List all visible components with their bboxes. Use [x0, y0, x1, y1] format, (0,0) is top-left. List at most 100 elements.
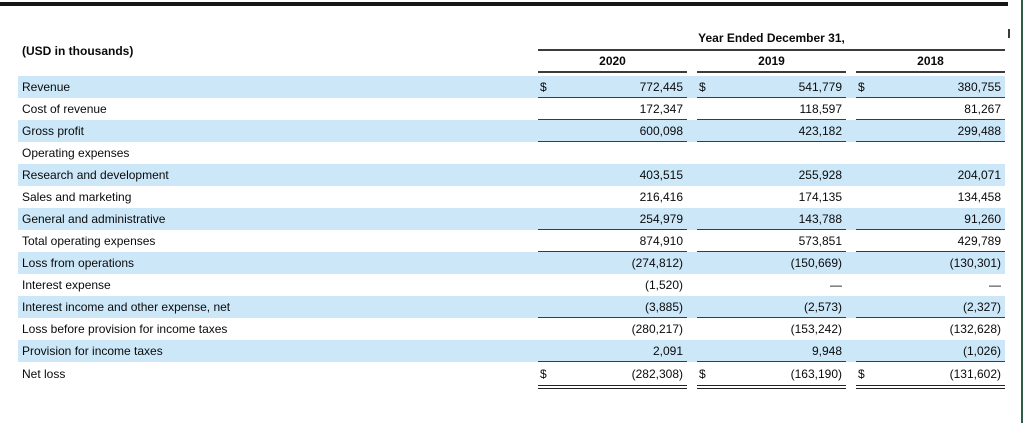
page-right-border — [1021, 0, 1023, 423]
value-cell: (280,217) — [631, 322, 683, 336]
value-group-2020 — [538, 142, 687, 164]
column-gap — [846, 76, 856, 98]
value-cell: (2,327) — [962, 300, 1001, 314]
value-group-2019: (150,669) — [697, 252, 846, 274]
dollar-sign — [538, 274, 556, 296]
value-group-2020: (274,812) — [538, 252, 687, 274]
dollar-sign — [697, 230, 715, 251]
value-cell: 204,071 — [957, 168, 1001, 182]
value-cell: (130,301) — [949, 256, 1001, 270]
dollar-sign — [697, 164, 715, 186]
scan-artifact-tick — [1008, 29, 1010, 38]
value-group-2018: (132,628) — [856, 318, 1005, 340]
value-cell: 255,928 — [798, 168, 842, 182]
value-group-2020: 403,515 — [538, 164, 687, 186]
dollar-sign: $ — [540, 367, 547, 381]
column-gap — [846, 340, 856, 362]
row-label: Total operating expenses — [22, 234, 156, 248]
column-gap — [687, 142, 697, 164]
value-cell: 143,788 — [798, 212, 842, 226]
value-cell: (3,885) — [644, 300, 683, 314]
value-group-2019: — — [697, 274, 846, 296]
dollar-sign — [697, 340, 715, 361]
dollar-sign — [697, 318, 715, 340]
value-group-2018: 429,789 — [856, 230, 1005, 252]
value-group-2018: (2,327) — [856, 296, 1005, 318]
value-group-2018: (130,301) — [856, 252, 1005, 274]
dollar-sign — [697, 186, 715, 208]
value-cell: (274,812) — [631, 256, 683, 270]
value-group-2018: $ (131,602) — [856, 362, 1005, 389]
value-group-2019 — [697, 142, 846, 164]
table-row: Cost of revenue 172,347 118,597 81,267 — [18, 98, 1005, 120]
value-cell — [874, 142, 1005, 164]
column-gap — [846, 142, 856, 164]
dollar-sign — [697, 208, 715, 229]
dollar-sign — [856, 208, 874, 229]
value-cell: — — [830, 278, 842, 292]
dollar-sign — [856, 164, 874, 186]
column-gap — [846, 230, 856, 252]
value-group-2018: — — [856, 274, 1005, 296]
table-title: Year Ended December 31, — [538, 31, 1005, 51]
table-row: Net loss $ (282,308) $ (163,190) $ (131,602) — [18, 362, 1005, 389]
value-cell: 134,458 — [957, 190, 1001, 204]
value-group-2018: 91,260 — [856, 208, 1005, 230]
dollar-sign — [856, 98, 874, 119]
value-group-2019: 118,597 — [697, 98, 846, 120]
value-cell: 380,755 — [957, 80, 1001, 94]
column-gap — [687, 120, 697, 142]
column-gap — [687, 296, 697, 318]
page-top-border — [0, 2, 1008, 6]
value-cell: (132,628) — [949, 322, 1001, 336]
dollar-sign: $ — [540, 80, 547, 94]
dollar-sign — [538, 120, 556, 141]
value-group-2020: $ (282,308) — [538, 362, 687, 389]
value-group-2020: (280,217) — [538, 318, 687, 340]
column-gap — [687, 230, 697, 252]
table-row: Loss from operations (274,812) (150,669) (1… — [18, 252, 1005, 274]
row-label: Operating expenses — [22, 146, 130, 160]
column-gap — [846, 98, 856, 120]
dollar-sign — [538, 164, 556, 186]
table-rows: Revenue $772,445 $541,779 $380,755 Cost of r… — [18, 76, 1005, 389]
value-cell: 429,789 — [957, 234, 1001, 248]
value-group-2020: $772,445 — [538, 76, 687, 98]
row-label: Research and development — [22, 168, 169, 182]
column-gap — [846, 252, 856, 274]
table-row: General and administrative 254,979 143,788… — [18, 208, 1005, 230]
column-gap — [687, 98, 697, 120]
column-gap — [687, 186, 697, 208]
dollar-sign — [538, 318, 556, 340]
value-group-2019: $541,779 — [697, 76, 846, 98]
dollar-sign — [856, 186, 874, 208]
column-gap — [687, 340, 697, 362]
column-gap — [846, 208, 856, 230]
column-gap — [687, 318, 697, 340]
table-row: Interest income and other expense, net (3… — [18, 296, 1005, 318]
dollar-sign — [538, 98, 556, 119]
value-group-2020: 600,098 — [538, 120, 687, 142]
row-label: Provision for income taxes — [22, 344, 163, 358]
table-row: Interest expense (1,520) — — — [18, 274, 1005, 296]
value-group-2018: 134,458 — [856, 186, 1005, 208]
value-group-2019: 423,182 — [697, 120, 846, 142]
dollar-sign — [538, 252, 556, 274]
value-group-2018 — [856, 142, 1005, 164]
dollar-sign — [538, 142, 556, 164]
value-group-2020: (3,885) — [538, 296, 687, 318]
value-cell: (1,520) — [644, 278, 683, 292]
value-cell — [556, 142, 687, 164]
value-group-2018: 81,267 — [856, 98, 1005, 120]
column-gap — [846, 296, 856, 318]
row-label: Interest income and other expense, net — [22, 300, 231, 314]
value-cell: 254,979 — [639, 212, 683, 226]
column-header-2019: 2019 — [697, 54, 846, 73]
value-group-2018: $380,755 — [856, 76, 1005, 98]
row-label: Loss from operations — [22, 256, 135, 270]
value-group-2020: (1,520) — [538, 274, 687, 296]
value-group-2020: 2,091 — [538, 340, 687, 362]
dollar-sign — [538, 340, 556, 361]
value-cell: (163,190) — [790, 367, 842, 381]
value-cell: (282,308) — [631, 367, 683, 381]
